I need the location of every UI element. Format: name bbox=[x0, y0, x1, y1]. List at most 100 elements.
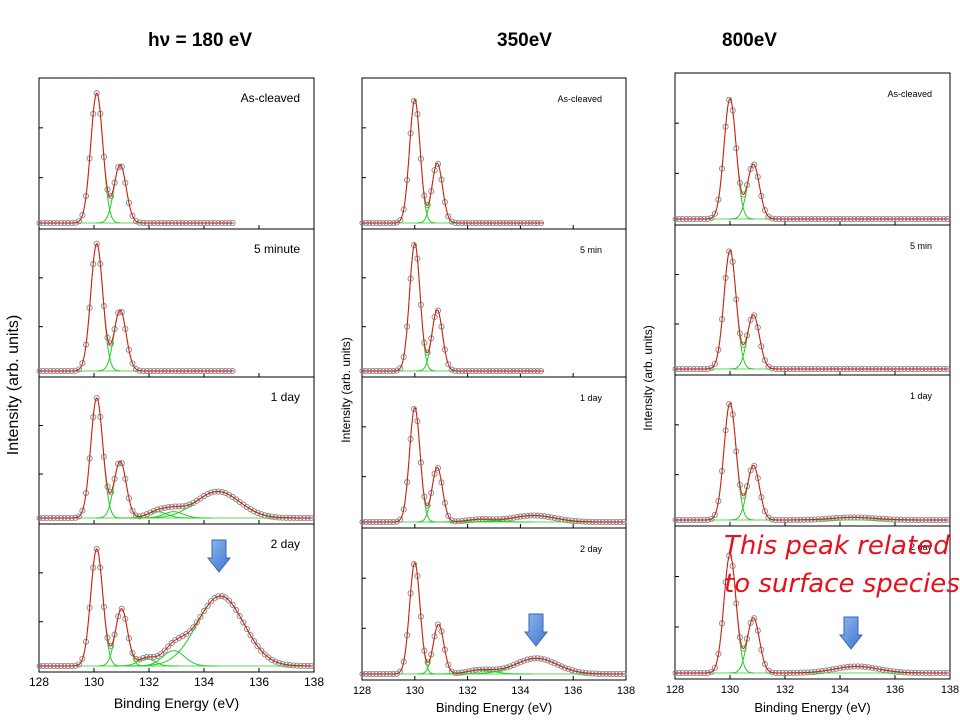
panel-3-4: 2 day bbox=[672, 525, 951, 680]
total-fit-line bbox=[675, 98, 950, 220]
panel-2-1: As-cleaved bbox=[359, 77, 627, 230]
panel-frame bbox=[674, 224, 951, 376]
surface-species-annotation: This peak related to surface species bbox=[724, 527, 960, 603]
component-fit-1 bbox=[705, 98, 754, 220]
annotation-line-1: This peak related bbox=[724, 531, 950, 561]
panel-label: 5 minute bbox=[254, 242, 300, 256]
component-fit-2 bbox=[729, 314, 777, 370]
total-fit-line bbox=[39, 548, 314, 667]
column-title-350ev: 350eV bbox=[497, 30, 552, 51]
total-fit-line bbox=[362, 242, 544, 372]
panel-label: As-cleaved bbox=[241, 91, 300, 105]
component-fit-5 bbox=[129, 491, 306, 519]
component-fit-1 bbox=[393, 562, 436, 675]
component-fit-2 bbox=[729, 163, 777, 220]
panel-label: 5 min bbox=[580, 245, 602, 255]
component-fit-2 bbox=[95, 460, 144, 519]
annotation-line-2: to surface species bbox=[724, 569, 960, 599]
column-title-800ev: 800eV bbox=[722, 30, 777, 51]
data-markers bbox=[359, 561, 627, 677]
total-fit-line bbox=[362, 406, 626, 523]
component-fit-1 bbox=[72, 243, 121, 372]
component-fit-1 bbox=[705, 249, 754, 370]
component-fit-1 bbox=[72, 397, 121, 519]
x-tick-label: 128 bbox=[353, 685, 371, 697]
component-fit-1 bbox=[72, 548, 121, 667]
x-tick-label: 130 bbox=[406, 685, 424, 697]
total-fit-line bbox=[39, 397, 314, 519]
down-arrow-icon bbox=[523, 613, 549, 647]
data-markers bbox=[36, 545, 315, 669]
panel-3-2: 5 min bbox=[672, 224, 951, 376]
total-fit-line bbox=[675, 249, 950, 370]
data-markers bbox=[672, 96, 951, 222]
panel-label: 2 day bbox=[910, 542, 933, 552]
x-tick-label: 138 bbox=[941, 684, 959, 696]
panel-3-1: As-cleaved bbox=[672, 72, 951, 226]
x-tick-label: 138 bbox=[617, 685, 635, 697]
component-fit-2 bbox=[95, 309, 144, 372]
x-tick-label: 128 bbox=[29, 675, 49, 689]
panel-1-1: As-cleaved bbox=[36, 77, 315, 230]
y-axis-label: Intensity (arb. units) bbox=[641, 325, 655, 430]
total-fit-line bbox=[39, 243, 234, 372]
y-axis-label: Intensity (arb. units) bbox=[5, 315, 22, 456]
panel-label: As-cleaved bbox=[557, 94, 602, 104]
x-axis-label: Binding Energy (eV) bbox=[114, 695, 239, 711]
x-tick-label: 132 bbox=[776, 684, 794, 696]
down-arrow-icon bbox=[838, 616, 864, 650]
panel-frame bbox=[361, 527, 627, 681]
x-tick-label: 132 bbox=[458, 685, 476, 697]
data-markers bbox=[359, 242, 545, 374]
total-fit-line bbox=[362, 98, 544, 224]
total-fit-line bbox=[675, 402, 950, 521]
panel-label: As-cleaved bbox=[887, 89, 932, 99]
x-tick-label: 130 bbox=[84, 675, 104, 689]
total-fit-line bbox=[362, 562, 626, 675]
panel-frame bbox=[674, 525, 951, 680]
panel-frame bbox=[38, 523, 315, 673]
data-markers bbox=[672, 248, 951, 372]
panel-3-3: 1 day bbox=[672, 374, 951, 527]
total-fit-line bbox=[39, 92, 234, 224]
component-fit-2 bbox=[729, 464, 777, 521]
x-tick-label: 136 bbox=[564, 685, 582, 697]
x-tick-label: 138 bbox=[304, 675, 324, 689]
data-markers bbox=[36, 240, 236, 374]
down-arrow-icon bbox=[206, 539, 232, 573]
x-tick-label: 134 bbox=[831, 684, 849, 696]
x-tick-label: 134 bbox=[194, 675, 214, 689]
data-markers bbox=[672, 401, 951, 523]
y-axis-label: Intensity (arb. units) bbox=[339, 337, 353, 442]
component-fit-2 bbox=[729, 617, 777, 674]
data-markers bbox=[36, 394, 315, 521]
panel-1-2: 5 minute bbox=[36, 228, 315, 378]
panel-1-4: 2 day bbox=[36, 523, 315, 673]
x-tick-label: 136 bbox=[886, 684, 904, 696]
panel-2-2: 5 min bbox=[359, 228, 627, 378]
panel-label: 1 day bbox=[580, 393, 603, 403]
panel-label: 1 day bbox=[271, 390, 300, 404]
panel-2-4: 2 day bbox=[359, 527, 627, 681]
chart-column-1: As-cleaved 5 minute 1 day 2 day 128 130 132 134… bbox=[5, 77, 324, 711]
x-tick-label: 136 bbox=[249, 675, 269, 689]
panel-label: 5 min bbox=[910, 241, 932, 251]
x-tick-label: 134 bbox=[511, 685, 529, 697]
column-title-180ev: hν = 180 eV bbox=[148, 30, 253, 51]
total-fit-line bbox=[675, 553, 950, 674]
chart-column-2: As-cleaved 5 min 1 day 2 day 128 130 132 134 136… bbox=[339, 77, 635, 715]
panel-2-3: 1 day bbox=[359, 376, 627, 529]
x-axis-label: Binding Energy (eV) bbox=[436, 700, 552, 715]
x-axis-label: Binding Energy (eV) bbox=[754, 700, 870, 715]
panel-label: 2 day bbox=[271, 537, 300, 551]
panel-1-3: 1 day bbox=[36, 376, 315, 525]
x-tick-label: 130 bbox=[721, 684, 739, 696]
panel-label: 2 day bbox=[580, 544, 603, 554]
component-fit-2 bbox=[95, 164, 144, 224]
data-markers bbox=[359, 98, 545, 226]
data-markers bbox=[359, 406, 627, 525]
panel-label: 1 day bbox=[910, 391, 933, 401]
component-fit-1 bbox=[705, 402, 754, 521]
data-markers bbox=[36, 90, 236, 226]
